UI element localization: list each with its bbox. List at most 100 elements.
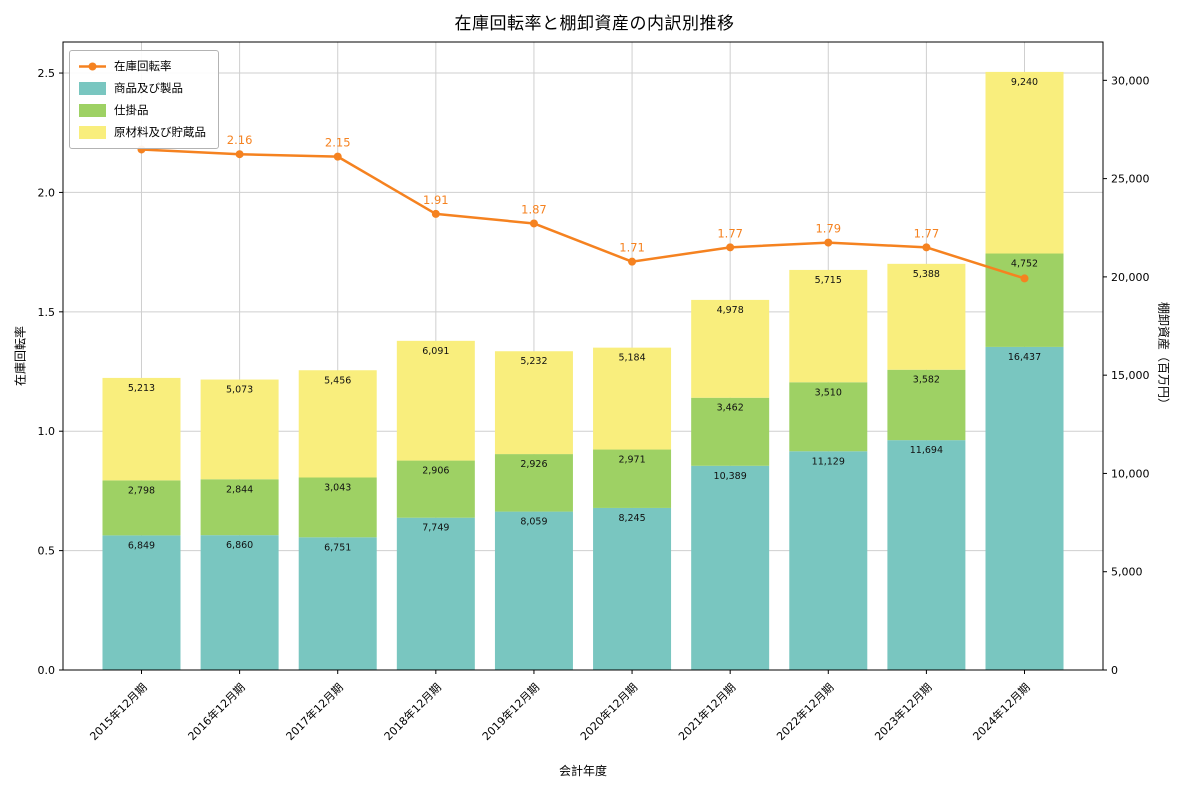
x-axis-label: 会計年度 <box>558 764 608 778</box>
line-value-label: 1.91 <box>423 193 449 207</box>
bar-value-label: 6,751 <box>324 542 351 553</box>
bar-segment <box>396 340 475 461</box>
y-tick-label-left: 0.0 <box>38 664 56 677</box>
x-tick-label: 2020年12月期 <box>577 680 640 743</box>
line-point-marker <box>922 243 931 252</box>
bar-segment <box>494 511 573 670</box>
bar-segment <box>691 465 770 670</box>
line-point-marker <box>431 209 440 218</box>
bar-value-label: 11,694 <box>910 445 943 456</box>
line-value-label: 1.87 <box>521 202 547 216</box>
line-value-label: 2.15 <box>325 136 351 150</box>
bar-segment <box>593 347 672 450</box>
x-tick-label: 2021年12月期 <box>675 680 738 743</box>
line-point-marker <box>726 243 735 252</box>
bar-value-label: 3,043 <box>324 482 351 493</box>
line-value-label: 1.77 <box>717 226 743 240</box>
line-point-marker <box>235 150 244 159</box>
legend-item: 商品及び製品 <box>79 80 206 96</box>
bar-value-label: 8,059 <box>520 517 547 528</box>
bar-segment <box>200 535 279 670</box>
legend-item-label: 在庫回転率 <box>114 59 172 73</box>
grid <box>63 42 1103 670</box>
line-point-marker <box>628 257 637 266</box>
bar-series-group: 6,849 6,860 6,751 7,749 8,059 8,245 10,389 11,1… <box>102 71 1064 670</box>
x-tick-label: 2024年12月期 <box>970 680 1033 743</box>
bar-segment <box>200 479 279 536</box>
bar-value-label: 3,462 <box>717 403 744 414</box>
bar-segment <box>396 517 475 670</box>
bar-value-label: 11,129 <box>812 456 845 467</box>
bar-segment <box>298 537 377 670</box>
bar-segment <box>789 269 868 383</box>
legend-color-swatch <box>79 81 106 95</box>
y-tick-label-left: 1.5 <box>38 306 56 319</box>
bar-value-label: 5,184 <box>618 353 645 364</box>
bar-value-label: 5,388 <box>913 269 940 280</box>
x-tick-label: 2017年12月期 <box>283 680 346 743</box>
bar-segment <box>102 377 181 481</box>
bar-value-label: 5,213 <box>128 383 155 394</box>
legend-item: 在庫回転率 <box>79 58 206 74</box>
legend-item-label: 仕掛品 <box>114 103 149 117</box>
bar-value-label: 8,245 <box>618 513 645 524</box>
bar-value-label: 6,849 <box>128 540 155 551</box>
bar-segment <box>494 351 573 455</box>
bar-value-label: 3,582 <box>913 375 940 386</box>
y-tick-label-left: 2.5 <box>38 67 56 80</box>
bar-segment <box>887 263 966 370</box>
y-tick-label-left: 1.0 <box>38 425 56 438</box>
y-tick-label-left: 2.0 <box>38 186 56 199</box>
bar-segment <box>691 299 770 398</box>
x-tick-label: 2019年12月期 <box>479 680 542 743</box>
line-value-label: 1.79 <box>815 222 841 236</box>
x-tick-label: 2022年12月期 <box>773 680 836 743</box>
line-point-marker <box>333 152 342 161</box>
x-tick-label: 2015年12月期 <box>87 680 150 743</box>
bar-value-label: 5,073 <box>226 385 253 396</box>
y-tick-label-left: 0.5 <box>38 545 56 558</box>
bar-value-label: 10,389 <box>714 471 747 482</box>
bar-value-label: 2,798 <box>128 485 155 496</box>
bar-value-label: 5,232 <box>520 356 547 367</box>
y-tick-label-right: 25,000 <box>1111 173 1150 186</box>
bar-value-label: 4,978 <box>717 305 744 316</box>
line-point-marker <box>1020 274 1029 283</box>
y-tick-label-right: 15,000 <box>1111 369 1150 382</box>
bar-value-label: 5,456 <box>324 375 351 386</box>
bar-segment <box>789 451 868 670</box>
y-tick-label-right: 10,000 <box>1111 467 1150 480</box>
bar-value-label: 6,860 <box>226 540 253 551</box>
bar-value-label: 4,752 <box>1011 259 1038 270</box>
bar-segment <box>789 382 868 452</box>
bar-segment <box>985 71 1064 254</box>
bar-value-label: 2,844 <box>226 484 253 495</box>
line-point-marker <box>529 219 538 228</box>
line-value-label: 1.77 <box>914 226 940 240</box>
legend-color-swatch <box>79 103 106 117</box>
y-tick-label-right: 30,000 <box>1111 74 1150 87</box>
line-value-label: 2.16 <box>227 133 253 147</box>
bar-segment <box>691 397 770 466</box>
bar-segment <box>396 460 475 518</box>
bar-segment <box>298 477 377 538</box>
legend-item-label: 原材料及び貯蔵品 <box>114 125 206 139</box>
legend-item: 仕掛品 <box>79 102 206 118</box>
legend: 在庫回転率商品及び製品仕掛品原材料及び貯蔵品 <box>69 50 219 149</box>
bar-segment <box>887 440 966 670</box>
bar-segment <box>102 535 181 670</box>
bar-value-label: 2,971 <box>618 455 645 466</box>
x-tick-label: 2016年12月期 <box>185 680 248 743</box>
bar-segment <box>593 507 672 670</box>
x-tick-label: 2023年12月期 <box>872 680 935 743</box>
line-value-label: 1.71 <box>619 241 645 255</box>
y-tick-label-right: 5,000 <box>1111 566 1143 579</box>
turnover-line <box>141 148 1025 280</box>
bar-segment <box>200 379 279 480</box>
bar-value-label: 7,749 <box>422 523 449 534</box>
chart-title: 在庫回転率と棚卸資産の内訳別推移 <box>454 14 735 34</box>
bar-segment <box>985 346 1064 670</box>
x-tick-label: 2018年12月期 <box>381 680 444 743</box>
